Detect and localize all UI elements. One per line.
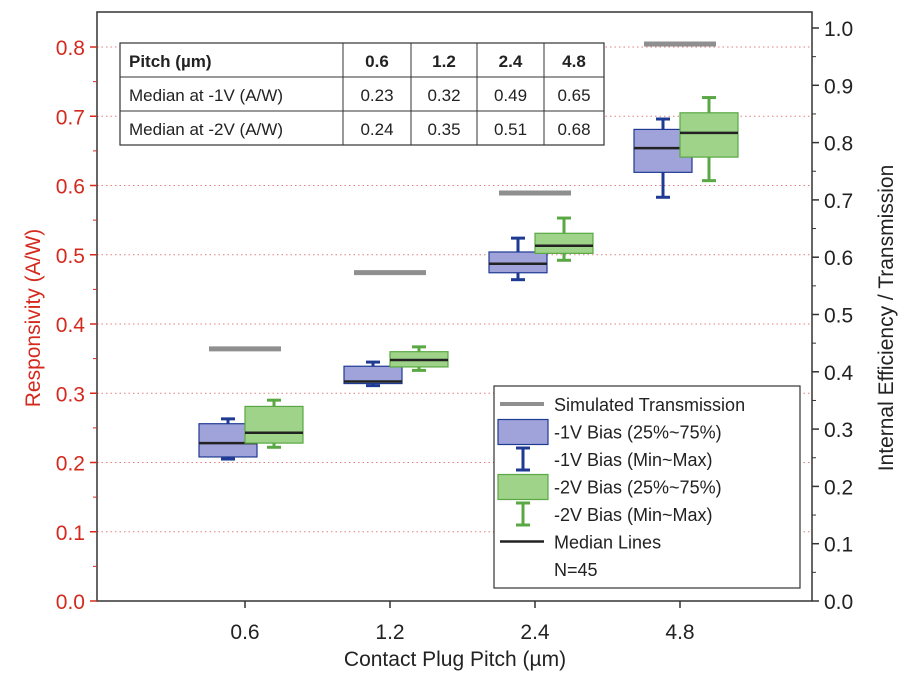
left-tick-label: 0.7 <box>56 106 85 129</box>
right-tick-label: 0.8 <box>824 133 853 156</box>
x-tick-label: 0.6 <box>230 621 259 644</box>
left-tick-label: 0.4 <box>56 314 86 337</box>
legend-label: -1V Bias (Min~Max) <box>554 450 713 470</box>
table-frame <box>119 42 605 146</box>
box-iqr <box>534 232 594 254</box>
table-cell: 0.32 <box>427 86 460 105</box>
table-header-cell: 0.6 <box>365 52 389 71</box>
x-tick-label: 1.2 <box>375 621 404 644</box>
box-iqr <box>343 365 403 385</box>
table-cell: 0.35 <box>427 120 460 139</box>
table-cell: Median at -2V (A/W) <box>129 120 283 139</box>
table-header-cell: 2.4 <box>499 52 523 71</box>
x-axis-title: Contact Plug Pitch (µm) <box>344 648 566 671</box>
left-tick-label: 0.8 <box>56 37 85 60</box>
table-header-cell: 1.2 <box>432 52 456 71</box>
left-tick-label: 0.3 <box>56 383 85 406</box>
right-axis-title: Internal Efficiency / Transmission <box>875 165 898 472</box>
legend-label: -2V Bias (25%~75%) <box>554 478 722 498</box>
right-tick-label: 0.3 <box>824 419 853 442</box>
table-cell: 0.51 <box>494 120 527 139</box>
box-iqr <box>244 405 304 444</box>
left-tick-label: 0.2 <box>56 453 85 476</box>
axes-layer: 0.0 0.1 0.2 0.3 0.4 0.5 0.6 0.7 0.8 0.0 0.1 0.2 0.3 0… <box>56 11 854 644</box>
right-tick-label: 0.0 <box>824 591 853 614</box>
legend-label: -2V Bias (Min~Max) <box>554 505 713 525</box>
boxplot-layer <box>198 96 739 461</box>
x-tick-label: 2.4 <box>520 621 550 644</box>
box-iqr <box>488 251 548 274</box>
table-header-cell: 4.8 <box>562 52 586 71</box>
right-tick-label: 0.1 <box>824 534 853 557</box>
table-cell: 0.49 <box>494 86 527 105</box>
simulated-transmission-layer <box>209 41 716 352</box>
legend-bias2-box-swatch <box>497 473 549 501</box>
legend-note: N=45 <box>554 560 598 580</box>
left-axis-title: Responsivity (A/W) <box>22 229 45 408</box>
table-header-cell: Pitch (µm) <box>129 52 212 71</box>
table-cell: 0.23 <box>360 86 393 105</box>
left-tick-label: 0.0 <box>56 591 85 614</box>
box-iqr <box>679 112 739 158</box>
table-cell: 0.65 <box>557 86 590 105</box>
left-tick-label: 0.5 <box>56 245 85 268</box>
legend: Simulated Transmission -1V Bias (25%~75%)… <box>493 385 801 589</box>
right-tick-label: 0.2 <box>824 476 853 499</box>
plot-frame <box>96 11 813 602</box>
legend-label: Median Lines <box>554 533 661 553</box>
median-table: Pitch (µm) 0.6 1.2 2.4 4.8 Median at -1V (A/W… <box>119 42 605 146</box>
table-cell: Median at -1V (A/W) <box>129 86 283 105</box>
legend-label: Simulated Transmission <box>554 395 745 415</box>
table-cell: 0.68 <box>557 120 590 139</box>
table-cell: 0.24 <box>360 120 393 139</box>
right-tick-label: 0.5 <box>824 305 853 328</box>
left-tick-label: 0.6 <box>56 176 85 199</box>
legend-bias1-box-swatch <box>497 418 549 446</box>
right-tick-label: 0.4 <box>824 362 854 385</box>
left-tick-label: 0.1 <box>56 522 85 545</box>
right-tick-label: 1.0 <box>824 18 853 41</box>
right-tick-label: 0.6 <box>824 247 853 270</box>
right-tick-label: 0.9 <box>824 75 853 98</box>
right-tick-label: 0.7 <box>824 190 853 213</box>
legend-label: -1V Bias (25%~75%) <box>554 423 722 443</box>
x-tick-label: 4.8 <box>665 621 694 644</box>
